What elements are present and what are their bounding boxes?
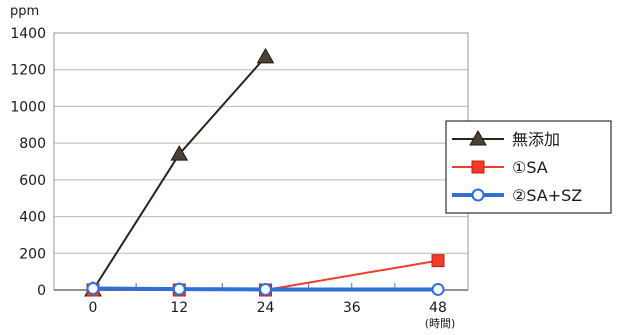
- data-point: [170, 145, 189, 161]
- y-tick-label: 600: [19, 173, 46, 189]
- data-point: [431, 282, 445, 296]
- x-tick-label: 12: [170, 300, 188, 316]
- y-tick-label: 800: [19, 136, 46, 152]
- labels: 0 200 400 600 800 1000 1200 1400 0 12 24 36 48 ppm (時間…: [10, 4, 455, 330]
- y-tick-label: 0: [37, 283, 46, 299]
- legend-marker: [469, 129, 487, 146]
- series-3: [86, 282, 445, 296]
- x-tick-label: 36: [343, 300, 361, 316]
- y-tick-label: 1200: [10, 63, 46, 79]
- series-1: [84, 47, 275, 297]
- plot-frame: [53, 32, 469, 291]
- legend-label: ②SA+SZ: [512, 186, 582, 205]
- legend-marker: [471, 188, 485, 202]
- legend-label: ①SA: [512, 158, 548, 177]
- data-point: [256, 47, 275, 64]
- data-point: [172, 282, 186, 296]
- y-tick-label: 200: [19, 246, 46, 262]
- legend: 無添加 ①SA ②SA+SZ: [445, 120, 612, 214]
- series-line: [91, 286, 440, 292]
- x-unit-label: (時間): [425, 317, 456, 330]
- data-point: [86, 282, 100, 296]
- data-point: [259, 282, 272, 296]
- x-tick-label: 48: [429, 300, 447, 316]
- grid: [54, 69, 468, 254]
- y-unit-label: ppm: [10, 4, 39, 19]
- y-tick-label: 1400: [10, 26, 46, 42]
- y-tick-label: 400: [19, 210, 46, 226]
- legend-marker: [471, 160, 485, 174]
- data-point: [431, 254, 445, 268]
- axes: [53, 32, 469, 291]
- x-tick-label: 24: [257, 300, 275, 316]
- legend-label: 無添加: [512, 130, 560, 149]
- series-line: [92, 55, 267, 291]
- x-tick-label: 0: [89, 300, 98, 316]
- y-tick-label: 1000: [10, 99, 46, 115]
- series-layer: [84, 47, 445, 297]
